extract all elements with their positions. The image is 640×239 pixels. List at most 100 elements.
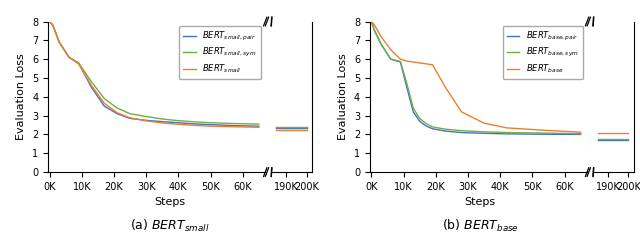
Text: (a) $BERT_{small}$: (a) $BERT_{small}$ [130, 218, 209, 234]
$BERT_{base, pair}$ [458, 131, 465, 134]
$BERT_{small, pair}$ [56, 41, 63, 44]
$BERT_{base, pair}$ [503, 132, 511, 135]
$BERT_{base}$ [387, 48, 395, 51]
$BERT_{base, sym}$ [429, 125, 436, 128]
$BERT_{small, pair}$ [65, 56, 73, 59]
Line: $BERT_{base}$: $BERT_{base}$ [371, 22, 580, 132]
$BERT_{base}$ [503, 126, 511, 129]
$BERT_{small}$ [65, 56, 73, 59]
$BERT_{small, sym}$ [207, 121, 214, 124]
$BERT_{small}$ [159, 121, 166, 124]
$BERT_{base}$ [442, 86, 449, 89]
$BERT_{small}$ [46, 20, 54, 23]
$BERT_{base, sym}$ [503, 131, 511, 134]
$BERT_{base}$ [371, 24, 378, 27]
Legend: $BERT_{small, pair}$, $BERT_{small, sym}$, $BERT_{small}$: $BERT_{small, pair}$, $BERT_{small, sym}… [179, 26, 261, 79]
$BERT_{small, pair}$ [255, 125, 262, 128]
Text: (b) $BERT_{base}$: (b) $BERT_{base}$ [442, 218, 518, 234]
$BERT_{small}$ [49, 24, 57, 27]
Line: $BERT_{small}$: $BERT_{small}$ [50, 22, 259, 127]
$BERT_{small, pair}$ [207, 123, 214, 126]
$BERT_{small, sym}$ [75, 61, 83, 64]
$BERT_{small, pair}$ [191, 122, 198, 125]
$BERT_{small, sym}$ [65, 56, 73, 59]
$BERT_{small, sym}$ [229, 122, 237, 125]
$BERT_{base}$ [397, 58, 404, 61]
$BERT_{base, sym}$ [403, 82, 411, 85]
$BERT_{base, pair}$ [410, 110, 417, 113]
$BERT_{small}$ [88, 84, 95, 87]
$BERT_{small, pair}$ [75, 61, 83, 64]
$BERT_{base, pair}$ [387, 58, 395, 61]
Line: $BERT_{base, pair}$: $BERT_{base, pair}$ [371, 22, 580, 134]
$BERT_{small}$ [56, 41, 63, 44]
Text: Steps: Steps [465, 197, 495, 207]
$BERT_{small}$ [113, 111, 121, 114]
$BERT_{base}$ [367, 20, 375, 23]
$BERT_{base, sym}$ [442, 128, 449, 130]
$BERT_{base, pair}$ [577, 133, 584, 136]
$BERT_{base}$ [541, 129, 549, 132]
$BERT_{small, sym}$ [100, 97, 108, 100]
$BERT_{base, sym}$ [387, 58, 395, 61]
$BERT_{small, pair}$ [126, 117, 134, 120]
$BERT_{base, pair}$ [429, 127, 436, 130]
$BERT_{base, pair}$ [442, 130, 449, 132]
$BERT_{small, sym}$ [126, 112, 134, 115]
$BERT_{small, sym}$ [56, 41, 63, 44]
$BERT_{base}$ [577, 131, 584, 134]
$BERT_{small, sym}$ [46, 20, 54, 23]
$BERT_{small}$ [126, 116, 134, 119]
$BERT_{small}$ [142, 120, 150, 122]
$BERT_{small, sym}$ [255, 123, 262, 125]
Line: $BERT_{base, sym}$: $BERT_{base, sym}$ [371, 22, 580, 134]
$BERT_{base, pair}$ [403, 86, 411, 89]
$BERT_{base, pair}$ [371, 29, 378, 32]
$BERT_{base, sym}$ [410, 107, 417, 109]
$BERT_{base}$ [480, 122, 488, 125]
$BERT_{small, sym}$ [191, 120, 198, 123]
$BERT_{small, sym}$ [49, 24, 57, 27]
$BERT_{small}$ [207, 125, 214, 128]
$BERT_{small, pair}$ [100, 105, 108, 108]
$BERT_{base}$ [377, 35, 385, 38]
$BERT_{small}$ [175, 123, 182, 126]
$BERT_{base}$ [429, 63, 436, 66]
$BERT_{small, pair}$ [88, 86, 95, 89]
$BERT_{base, pair}$ [541, 133, 549, 136]
$BERT_{base}$ [458, 110, 465, 113]
Legend: $BERT_{base, pair}$, $BERT_{base, sym}$, $BERT_{base}$: $BERT_{base, pair}$, $BERT_{base, sym}$,… [502, 26, 583, 79]
$BERT_{small}$ [75, 62, 83, 65]
$BERT_{base, sym}$ [541, 132, 549, 135]
$BERT_{base}$ [410, 60, 417, 63]
$BERT_{base, pair}$ [367, 20, 375, 23]
$BERT_{base, sym}$ [367, 20, 375, 23]
$BERT_{base, sym}$ [377, 43, 385, 46]
$BERT_{small}$ [191, 124, 198, 127]
$BERT_{small, sym}$ [159, 118, 166, 120]
$BERT_{base}$ [403, 60, 411, 62]
$BERT_{small, sym}$ [113, 107, 121, 109]
$BERT_{base, sym}$ [458, 129, 465, 132]
$BERT_{small, sym}$ [88, 80, 95, 83]
Y-axis label: Evaluation Loss: Evaluation Loss [17, 54, 26, 140]
$BERT_{base, pair}$ [416, 120, 424, 123]
$BERT_{small, pair}$ [159, 120, 166, 123]
$BERT_{base}$ [416, 61, 424, 64]
$BERT_{base, sym}$ [397, 60, 404, 63]
$BERT_{base, sym}$ [416, 117, 424, 120]
$BERT_{small, pair}$ [175, 121, 182, 124]
$BERT_{small}$ [255, 126, 262, 129]
$BERT_{small, pair}$ [142, 119, 150, 122]
$BERT_{small}$ [229, 125, 237, 128]
$BERT_{small, sym}$ [175, 119, 182, 122]
$BERT_{small, pair}$ [46, 20, 54, 23]
$BERT_{base, sym}$ [422, 122, 430, 125]
$BERT_{base, pair}$ [397, 60, 404, 63]
$BERT_{base, pair}$ [422, 125, 430, 127]
$BERT_{base, pair}$ [480, 132, 488, 135]
$BERT_{base, pair}$ [377, 43, 385, 46]
$BERT_{base, sym}$ [577, 132, 584, 135]
$BERT_{base, sym}$ [480, 130, 488, 133]
$BERT_{small, pair}$ [113, 112, 121, 115]
